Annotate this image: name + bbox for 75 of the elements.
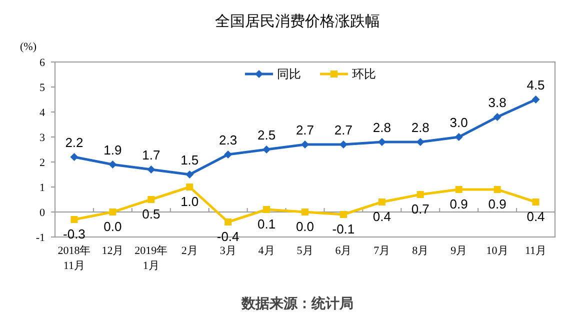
data-label: 4.5 bbox=[526, 78, 545, 92]
x-tick-label: 3月 bbox=[220, 245, 236, 257]
point bbox=[454, 133, 463, 141]
x-tick-label: 2月 bbox=[181, 245, 198, 257]
data-label: 2.3 bbox=[219, 132, 238, 148]
point bbox=[108, 160, 117, 168]
legend-label: 环比 bbox=[352, 67, 376, 81]
point bbox=[70, 216, 78, 223]
point bbox=[109, 208, 116, 216]
data-label: 0.1 bbox=[258, 216, 276, 232]
data-label: 2.5 bbox=[258, 128, 276, 142]
x-tick-label: 4月 bbox=[258, 245, 275, 257]
y-tick-label: 3 bbox=[40, 132, 46, 144]
point bbox=[147, 166, 156, 174]
data-label: -0.3 bbox=[63, 226, 86, 242]
x-tick-label: 7月 bbox=[374, 245, 390, 257]
data-label: 2.7 bbox=[334, 122, 352, 138]
data-label: 0.5 bbox=[142, 206, 160, 222]
data-label: -0.4 bbox=[216, 229, 240, 244]
data-label: 0.0 bbox=[296, 219, 314, 234]
x-tick-label: 2019年 1月 bbox=[134, 245, 168, 272]
data-label: 1.0 bbox=[180, 194, 199, 209]
y-tick-label: 1 bbox=[40, 182, 45, 194]
x-tick-label: 11月 bbox=[524, 245, 547, 257]
x-tick-label: 12月 bbox=[102, 245, 124, 257]
data-label: 2.7 bbox=[296, 122, 314, 138]
x-tick-label: 5月 bbox=[296, 245, 314, 257]
point bbox=[262, 146, 271, 154]
x-tick-label: 6月 bbox=[335, 245, 352, 257]
data-label: 0.9 bbox=[450, 196, 468, 212]
data-label: 0.4 bbox=[526, 209, 545, 224]
y-tick-label: 4 bbox=[40, 107, 46, 119]
chart-title: 全国居民消费价格涨跌幅 bbox=[215, 13, 380, 30]
x-tick-label: 8月 bbox=[412, 245, 429, 257]
point bbox=[494, 186, 501, 193]
point bbox=[263, 206, 270, 213]
legend-label: 同比 bbox=[277, 67, 301, 81]
point bbox=[148, 196, 155, 203]
data-label: 1.5 bbox=[180, 152, 199, 168]
x-tick-label: 2018年 11月 bbox=[58, 245, 91, 272]
point bbox=[224, 218, 232, 226]
data-label: 0.9 bbox=[488, 196, 506, 212]
data-label: -0.1 bbox=[332, 222, 355, 236]
y-axis-title: (%) bbox=[20, 41, 37, 53]
point bbox=[532, 198, 540, 206]
y-tick-label: 6 bbox=[40, 57, 46, 69]
data-label: 1.7 bbox=[142, 148, 160, 162]
data-label: 2.8 bbox=[411, 120, 430, 135]
data-label: 3.0 bbox=[450, 115, 468, 130]
point bbox=[455, 186, 462, 193]
x-tick-label: 10月 bbox=[486, 245, 508, 257]
y-tick-label: 0 bbox=[40, 207, 46, 219]
x-tick-label: 9月 bbox=[450, 245, 468, 257]
data-label: 1.9 bbox=[104, 142, 122, 158]
point bbox=[493, 113, 502, 121]
point bbox=[70, 153, 78, 161]
data-label: 2.2 bbox=[65, 135, 84, 150]
source-note: 数据来源：统计局 bbox=[240, 295, 354, 311]
point bbox=[301, 140, 309, 148]
y-tick-label: -1 bbox=[36, 232, 45, 244]
point bbox=[416, 191, 424, 198]
data-label: 0.7 bbox=[411, 202, 430, 216]
data-label: 0.4 bbox=[372, 209, 391, 224]
y-tick-label: 2 bbox=[40, 157, 45, 169]
y-tick-label: 5 bbox=[40, 82, 46, 94]
data-label: 0.0 bbox=[104, 219, 122, 234]
point bbox=[378, 198, 386, 206]
point bbox=[532, 96, 540, 104]
point bbox=[186, 184, 194, 190]
point bbox=[340, 211, 347, 218]
data-label: 3.8 bbox=[488, 95, 506, 110]
point bbox=[186, 170, 194, 178]
data-label: 2.8 bbox=[372, 120, 391, 135]
point bbox=[224, 150, 232, 158]
point bbox=[302, 208, 308, 216]
